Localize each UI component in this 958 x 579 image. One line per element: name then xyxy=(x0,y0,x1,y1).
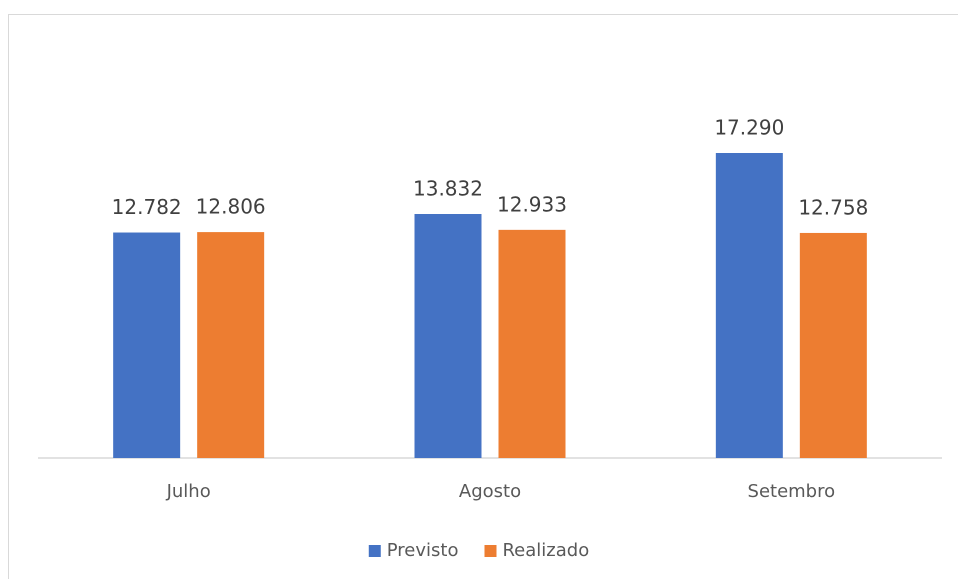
bar xyxy=(498,229,566,458)
bar xyxy=(715,153,783,458)
data-label: 17.290 xyxy=(714,116,784,140)
data-label: 12.758 xyxy=(798,195,868,219)
x-tick-label: Setembro xyxy=(748,481,836,502)
data-label: 12.933 xyxy=(497,192,567,216)
data-label: 12.782 xyxy=(112,195,182,219)
x-tick-label: Agosto xyxy=(459,481,521,502)
bar xyxy=(799,232,867,458)
legend-label: Previsto xyxy=(387,540,459,561)
bar xyxy=(414,214,482,458)
x-tick-label: Julho xyxy=(166,481,211,502)
data-label: 13.832 xyxy=(413,177,483,201)
chart-frame xyxy=(8,14,958,579)
legend-swatch xyxy=(484,545,497,557)
legend-swatch xyxy=(368,545,381,557)
data-label: 12.806 xyxy=(196,195,266,219)
legend-label: Realizado xyxy=(502,540,589,561)
bar xyxy=(197,232,265,458)
bar xyxy=(113,232,181,458)
